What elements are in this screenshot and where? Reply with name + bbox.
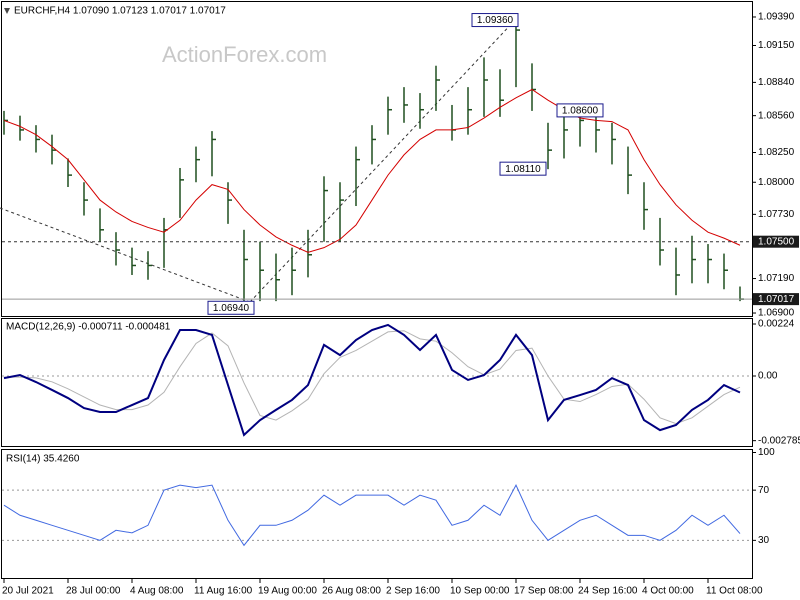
x-tick-label: 10 Sep 00:00 xyxy=(450,586,510,597)
y-tick-label: 1.07730 xyxy=(758,209,795,220)
price-label: 1.07500 xyxy=(758,236,795,247)
moving-average xyxy=(3,88,741,253)
chart-title: EURCHF,H4 1.07090 1.07123 1.07017 1.0701… xyxy=(14,6,226,17)
x-tick-label: 4 Aug 08:00 xyxy=(130,586,184,597)
x-tick-label: 2 Sep 16:00 xyxy=(386,586,440,597)
signal-line xyxy=(4,330,741,425)
annotation-box xyxy=(471,13,519,28)
annotation-label: 1.08600 xyxy=(562,106,599,117)
macd-title: MACD(12,26,9) -0.000711 -0.000481 xyxy=(6,322,171,333)
x-tick-label: 4 Oct 00:00 xyxy=(642,586,694,597)
annotation-label: 1.08110 xyxy=(505,164,541,175)
x-tick-label: 28 Jul 00:00 xyxy=(66,586,121,597)
annotation-box xyxy=(207,300,255,315)
watermark: ActionForex.com xyxy=(162,42,327,67)
trend-line xyxy=(249,18,517,303)
price-panel-frame xyxy=(1,1,753,317)
annotation-box xyxy=(556,103,604,118)
y-tick-label: 1.08000 xyxy=(758,177,795,188)
annotation-box xyxy=(499,161,547,176)
macd-line xyxy=(3,323,741,437)
y-tick-label: 1.09390 xyxy=(758,12,795,23)
y-tick-label: 100 xyxy=(758,447,775,458)
x-tick-label: 11 Oct 08:00 xyxy=(706,586,763,597)
x-tick-label: 20 Jul 2021 xyxy=(2,586,54,597)
x-tick-label: 26 Aug 08:00 xyxy=(322,586,381,597)
annotation-label: 1.06940 xyxy=(213,303,250,314)
trend-line xyxy=(0,207,251,303)
x-tick-label: 11 Aug 16:00 xyxy=(194,586,253,597)
y-tick-label: 0.00224 xyxy=(758,319,795,330)
rsi-title: RSI(14) 35.4260 xyxy=(6,454,80,465)
y-tick-label: 1.08250 xyxy=(758,147,795,158)
price-label-box xyxy=(753,235,799,248)
symbol-icon xyxy=(4,8,10,14)
y-tick-label: 1.09150 xyxy=(758,40,795,51)
x-tick-label: 17 Sep 08:00 xyxy=(514,586,574,597)
y-tick-label: 70 xyxy=(758,485,770,496)
y-tick-label: 1.08560 xyxy=(758,110,795,121)
x-tick-label: 24 Sep 16:00 xyxy=(578,586,638,597)
macd-panel-frame xyxy=(1,318,753,447)
y-tick-label: 0.00 xyxy=(758,371,778,382)
x-tick-label: 19 Aug 00:00 xyxy=(258,586,317,597)
y-tick-label: 1.06900 xyxy=(758,308,795,319)
price-label-box xyxy=(753,293,799,306)
price-label: 1.07017 xyxy=(758,294,795,305)
rsi-panel-frame xyxy=(1,449,753,579)
y-tick-label: 1.07190 xyxy=(758,273,795,284)
y-tick-label: -0.002785 xyxy=(758,435,800,446)
y-tick-label: 1.08840 xyxy=(758,77,795,88)
annotation-label: 1.09360 xyxy=(477,15,514,26)
y-tick-label: 30 xyxy=(758,535,770,546)
rsi-line xyxy=(3,484,741,547)
